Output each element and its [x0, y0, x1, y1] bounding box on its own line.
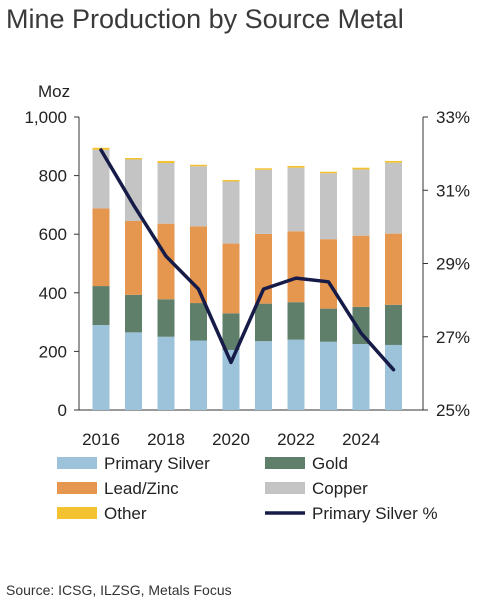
x-axis-tick-label: 2020 [212, 430, 250, 449]
bar-primary-silver-2018 [157, 336, 175, 410]
bar-primary-silver-2017 [125, 332, 142, 410]
bar-primary-silver-2022 [287, 339, 305, 410]
legend-swatch-lead-zinc [57, 482, 97, 494]
bar-lead-zinc-2017 [125, 221, 142, 295]
legend-swatch-primary-silver [57, 457, 97, 469]
legend-swatch-gold [265, 457, 305, 469]
primary-silver-pct-polyline [99, 148, 396, 372]
stacked-bars [92, 147, 402, 410]
left-axis-tick-label: 0 [58, 401, 67, 420]
legend-label-other: Other [104, 504, 147, 523]
bar-gold-2023 [320, 308, 337, 342]
bar-lead-zinc-2025 [385, 233, 402, 305]
left-axis-unit-label: Moz [38, 82, 70, 101]
bar-copper-2016 [92, 149, 110, 209]
source-note: Source: ICSG, ILZSG, Metals Focus [6, 582, 232, 598]
bar-other-2022 [287, 165, 305, 168]
left-axis-tick-label: 600 [39, 225, 67, 244]
right-axis-tick-label: 29% [436, 255, 470, 274]
bar-gold-2020 [222, 313, 240, 350]
bar-copper-2024 [352, 169, 370, 236]
bar-lead-zinc-2022 [287, 231, 305, 303]
legend-label-primary-silver-: Primary Silver % [312, 504, 438, 523]
bar-primary-silver-2023 [320, 341, 337, 410]
bar-other-2024 [352, 167, 370, 170]
bar-copper-2020 [222, 181, 240, 244]
right-axis-tick-label: 31% [436, 181, 470, 200]
bar-gold-2025 [385, 304, 402, 345]
bar-other-2018 [157, 160, 175, 164]
legend-label-gold: Gold [312, 454, 348, 473]
bar-lead-zinc-2023 [320, 239, 337, 309]
bar-copper-2022 [287, 167, 305, 232]
bar-lead-zinc-2016 [92, 208, 110, 287]
bar-gold-2021 [255, 303, 272, 342]
x-axis-tick-label: 2024 [342, 430, 380, 449]
bar-lead-zinc-2024 [352, 235, 370, 307]
bar-gold-2016 [92, 286, 110, 326]
right-axis-tick-label: 33% [436, 108, 470, 127]
bar-gold-2018 [157, 299, 175, 337]
legend-label-primary-silver: Primary Silver [104, 454, 210, 473]
legend: Primary Silver Gold Lead/Zinc Copper Other Pr… [57, 454, 438, 523]
bar-lead-zinc-2018 [157, 223, 175, 300]
x-axis-tick-label: 2022 [277, 430, 315, 449]
bar-primary-silver-2016 [92, 325, 110, 410]
bar-primary-silver-2024 [352, 344, 370, 410]
bar-other-2019 [190, 164, 207, 167]
bar-copper-2023 [320, 173, 337, 240]
bar-other-2020 [222, 179, 240, 182]
bar-primary-silver-2020 [222, 349, 240, 410]
right-axis: 25% 27% 29% 31% 33% [422, 108, 470, 420]
primary-silver-pct-line [99, 148, 396, 372]
right-axis-tick-label: 25% [436, 401, 470, 420]
bar-copper-2019 [190, 166, 207, 227]
bar-gold-2022 [287, 302, 305, 340]
bar-other-2021 [255, 168, 272, 170]
bar-gold-2019 [190, 303, 207, 341]
x-axis-tick-label: 2018 [147, 430, 185, 449]
left-axis-tick-label: 400 [39, 284, 67, 303]
bar-other-2023 [320, 171, 337, 174]
left-axis-tick-label: 1,000 [24, 108, 67, 127]
bar-copper-2021 [255, 169, 272, 234]
left-axis-tick-label: 800 [39, 167, 67, 186]
bar-gold-2017 [125, 294, 142, 333]
bar-lead-zinc-2020 [222, 243, 240, 314]
bar-copper-2017 [125, 159, 142, 222]
bar-primary-silver-2025 [385, 344, 402, 410]
bar-primary-silver-2019 [190, 340, 207, 410]
right-axis-tick-label: 27% [436, 328, 470, 347]
bar-gold-2024 [352, 306, 370, 345]
x-axis: 2016 2018 2020 2022 2024 [82, 430, 380, 449]
left-axis-tick-label: 200 [39, 342, 67, 361]
left-axis: 0 200 400 600 800 1,000 Moz [24, 82, 423, 420]
chart-title: Mine Production by Source Metal [6, 4, 404, 34]
legend-label-lead-zinc: Lead/Zinc [104, 479, 179, 498]
bar-other-2025 [385, 160, 402, 163]
bar-copper-2025 [385, 162, 402, 234]
legend-swatch-other [57, 507, 97, 519]
legend-label-copper: Copper [312, 479, 368, 498]
bar-other-2017 [125, 158, 142, 160]
bar-copper-2018 [157, 163, 175, 224]
x-axis-tick-label: 2016 [82, 430, 120, 449]
bar-primary-silver-2021 [255, 341, 272, 410]
legend-swatch-copper [265, 482, 305, 494]
